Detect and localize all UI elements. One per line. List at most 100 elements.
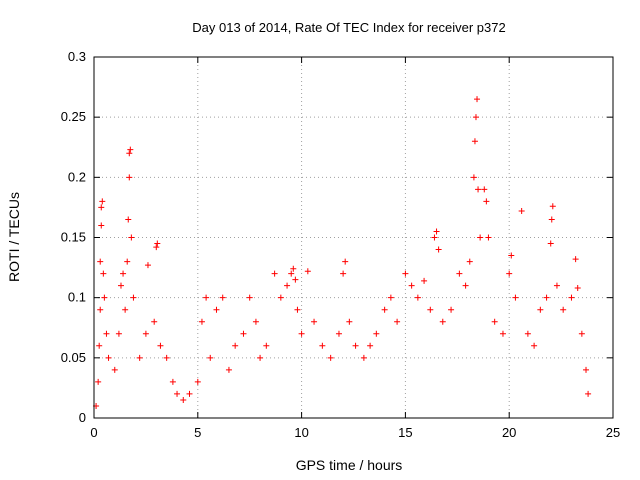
data-point bbox=[219, 294, 226, 301]
data-point bbox=[435, 246, 442, 253]
data-point bbox=[125, 216, 132, 223]
data-point bbox=[499, 330, 506, 337]
data-point bbox=[257, 354, 264, 361]
data-point bbox=[572, 256, 579, 263]
data-point bbox=[431, 234, 438, 241]
x-tick-label: 20 bbox=[502, 425, 516, 440]
data-point bbox=[124, 258, 131, 265]
data-point bbox=[381, 306, 388, 313]
data-point bbox=[311, 318, 318, 325]
data-point bbox=[506, 270, 513, 277]
data-point bbox=[98, 204, 105, 211]
data-point bbox=[105, 354, 112, 361]
data-point bbox=[427, 306, 434, 313]
data-point bbox=[240, 330, 247, 337]
data-point bbox=[474, 96, 481, 103]
y-tick-label: 0.25 bbox=[61, 109, 86, 124]
y-tick-label: 0.05 bbox=[61, 350, 86, 365]
data-point bbox=[402, 270, 409, 277]
data-point bbox=[284, 282, 291, 289]
data-point bbox=[568, 294, 575, 301]
data-point bbox=[475, 186, 482, 193]
data-point bbox=[477, 234, 484, 241]
data-point bbox=[122, 306, 129, 313]
data-point bbox=[472, 114, 479, 121]
data-point bbox=[456, 270, 463, 277]
chart-title: Day 013 of 2014, Rate Of TEC Index for r… bbox=[192, 20, 505, 35]
data-point bbox=[194, 378, 201, 385]
data-point bbox=[512, 294, 519, 301]
data-point bbox=[327, 354, 334, 361]
x-tick-label: 25 bbox=[606, 425, 620, 440]
data-point bbox=[144, 262, 151, 269]
data-point bbox=[101, 294, 108, 301]
x-tick-labels: 0 5 10 15 20 25 bbox=[90, 425, 620, 440]
data-point bbox=[304, 268, 311, 275]
data-point bbox=[408, 282, 415, 289]
data-point bbox=[128, 234, 135, 241]
data-point bbox=[97, 306, 104, 313]
data-point bbox=[288, 270, 295, 277]
axis-ticks bbox=[93, 56, 614, 419]
data-point bbox=[157, 342, 164, 349]
data-point bbox=[481, 186, 488, 193]
y-tick-label: 0.3 bbox=[68, 49, 86, 64]
data-point bbox=[470, 174, 477, 181]
data-point bbox=[298, 330, 305, 337]
data-point bbox=[508, 252, 515, 259]
data-point bbox=[433, 228, 440, 235]
data-point bbox=[574, 285, 581, 292]
data-point bbox=[367, 342, 374, 349]
data-point bbox=[342, 258, 349, 265]
data-point bbox=[414, 294, 421, 301]
data-point bbox=[560, 306, 567, 313]
x-tick-label: 5 bbox=[194, 425, 201, 440]
data-point bbox=[169, 378, 176, 385]
data-point bbox=[225, 366, 232, 373]
data-points bbox=[93, 96, 592, 409]
data-point bbox=[115, 330, 122, 337]
data-point bbox=[154, 240, 161, 247]
y-axis-title: ROTI / TECUs bbox=[6, 192, 22, 282]
data-point bbox=[207, 354, 214, 361]
data-point bbox=[491, 318, 498, 325]
data-point bbox=[163, 354, 170, 361]
data-point bbox=[294, 306, 301, 313]
data-point bbox=[120, 270, 127, 277]
data-point bbox=[95, 378, 102, 385]
y-tick-label: 0.2 bbox=[68, 169, 86, 184]
data-point bbox=[213, 306, 220, 313]
data-point bbox=[263, 342, 270, 349]
y-tick-label: 0.1 bbox=[68, 290, 86, 305]
data-point bbox=[547, 240, 554, 247]
data-point bbox=[271, 270, 278, 277]
data-point bbox=[117, 282, 124, 289]
data-point bbox=[136, 354, 143, 361]
data-point bbox=[439, 318, 446, 325]
data-point bbox=[99, 198, 106, 205]
x-tick-label: 10 bbox=[294, 425, 308, 440]
data-point bbox=[485, 234, 492, 241]
data-point bbox=[319, 342, 326, 349]
data-point bbox=[335, 330, 342, 337]
data-point bbox=[553, 282, 560, 289]
data-point bbox=[360, 354, 367, 361]
data-point bbox=[421, 277, 428, 284]
data-point bbox=[346, 318, 353, 325]
data-point bbox=[543, 294, 550, 301]
data-point bbox=[126, 150, 133, 157]
data-point bbox=[180, 396, 187, 403]
data-point bbox=[153, 244, 160, 251]
data-point bbox=[373, 330, 380, 337]
data-point bbox=[246, 294, 253, 301]
data-point bbox=[340, 270, 347, 277]
data-point bbox=[103, 330, 110, 337]
data-point bbox=[524, 330, 531, 337]
data-point bbox=[462, 282, 469, 289]
data-point bbox=[578, 330, 585, 337]
data-point bbox=[186, 390, 193, 397]
data-point bbox=[290, 265, 297, 272]
data-point bbox=[111, 366, 118, 373]
y-tick-labels: 0 0.05 0.1 0.15 0.2 0.25 0.3 bbox=[61, 49, 86, 425]
data-point bbox=[97, 258, 104, 265]
